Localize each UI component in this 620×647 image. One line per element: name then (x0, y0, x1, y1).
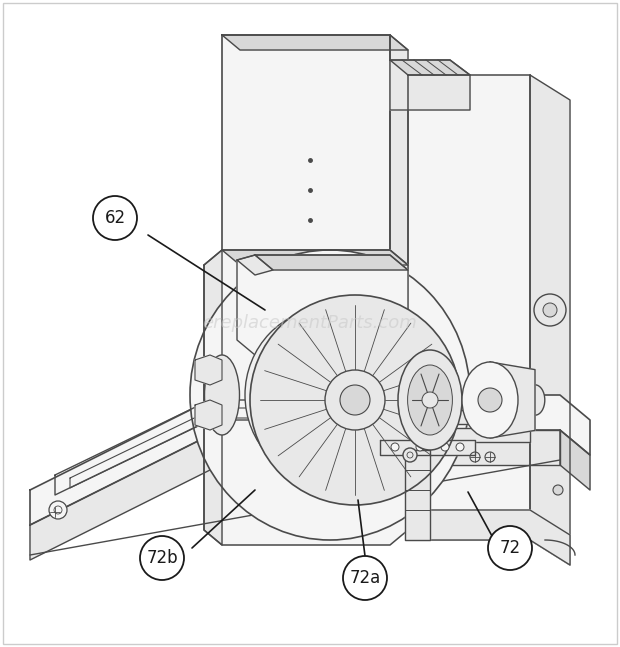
Polygon shape (222, 250, 408, 265)
Text: 62: 62 (104, 209, 126, 227)
Polygon shape (370, 410, 530, 424)
Circle shape (485, 452, 495, 462)
Polygon shape (222, 35, 390, 390)
Polygon shape (195, 355, 222, 385)
Ellipse shape (525, 385, 545, 415)
Circle shape (488, 526, 532, 570)
Polygon shape (237, 255, 273, 275)
Circle shape (534, 294, 566, 326)
Ellipse shape (245, 307, 415, 483)
Polygon shape (560, 430, 590, 490)
Circle shape (391, 443, 399, 451)
Circle shape (422, 392, 438, 408)
Circle shape (93, 196, 137, 240)
Polygon shape (380, 440, 475, 455)
Circle shape (325, 370, 385, 430)
Text: 72a: 72a (350, 569, 381, 587)
Polygon shape (405, 450, 430, 540)
Polygon shape (530, 75, 570, 565)
Circle shape (456, 443, 464, 451)
Polygon shape (408, 75, 530, 540)
Circle shape (441, 443, 449, 451)
Polygon shape (204, 250, 408, 545)
Polygon shape (30, 430, 220, 560)
Polygon shape (220, 430, 560, 465)
Circle shape (366, 451, 374, 459)
Ellipse shape (398, 350, 462, 450)
Ellipse shape (205, 355, 239, 435)
Polygon shape (390, 60, 470, 75)
Polygon shape (237, 255, 408, 370)
Circle shape (346, 456, 354, 464)
Ellipse shape (407, 365, 453, 435)
Circle shape (50, 507, 60, 517)
Polygon shape (390, 35, 408, 405)
Circle shape (49, 501, 67, 519)
Text: 72: 72 (500, 539, 521, 557)
Polygon shape (195, 400, 222, 430)
Ellipse shape (462, 362, 518, 438)
Circle shape (478, 388, 502, 412)
Ellipse shape (190, 250, 470, 540)
Text: 72b: 72b (146, 549, 178, 567)
Circle shape (340, 385, 370, 415)
Circle shape (416, 443, 424, 451)
Text: ereplacementParts.com: ereplacementParts.com (203, 314, 417, 333)
Polygon shape (255, 255, 408, 270)
Polygon shape (408, 510, 570, 565)
Polygon shape (490, 362, 535, 438)
Circle shape (343, 556, 387, 600)
Circle shape (470, 452, 480, 462)
Polygon shape (370, 428, 530, 442)
Polygon shape (222, 35, 408, 50)
Polygon shape (390, 60, 470, 110)
Circle shape (403, 448, 417, 462)
Polygon shape (204, 250, 222, 545)
Circle shape (553, 485, 563, 495)
Circle shape (140, 536, 184, 580)
Polygon shape (30, 395, 590, 525)
Ellipse shape (250, 295, 460, 505)
Circle shape (543, 303, 557, 317)
